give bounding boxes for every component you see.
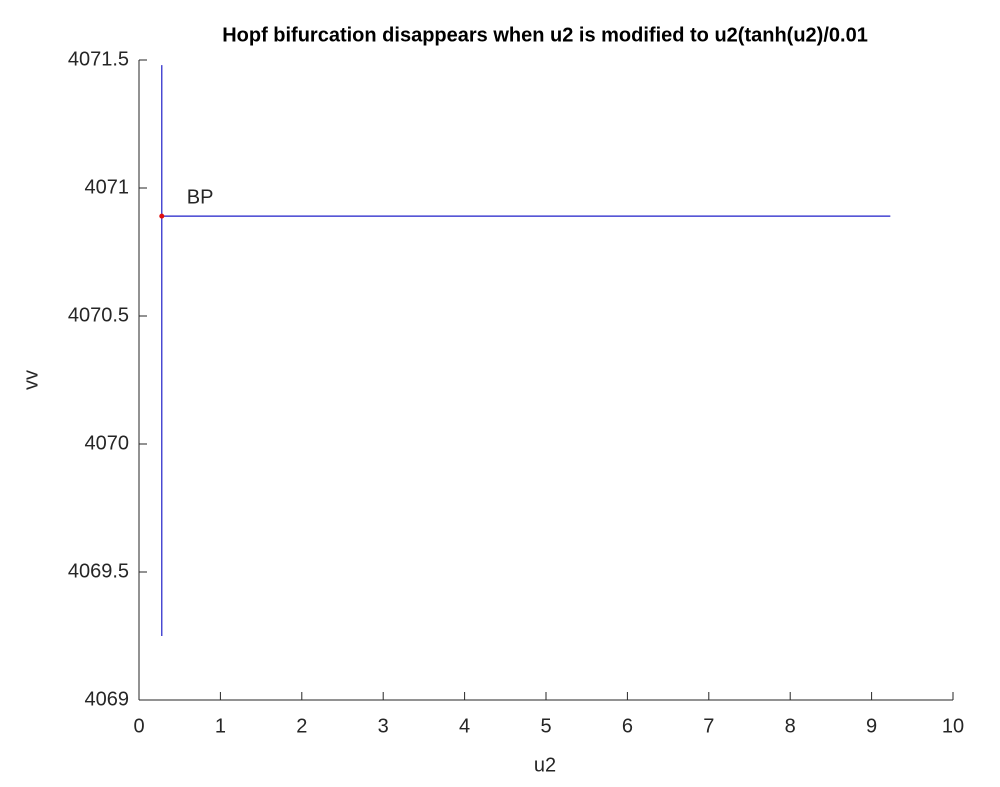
- y-tick-label: 4071: [85, 176, 130, 198]
- special-point: [159, 213, 165, 219]
- x-tick-label: 4: [459, 715, 470, 737]
- point-label: BP: [187, 186, 214, 208]
- x-tick-label: 3: [378, 715, 389, 737]
- x-tick-label: 0: [133, 715, 144, 737]
- x-tick-label: 8: [785, 715, 796, 737]
- x-axis-label: u2: [534, 754, 556, 776]
- x-tick-label: 2: [296, 715, 307, 737]
- y-tick-label: 4069: [85, 688, 130, 710]
- y-tick-label: 4070: [85, 432, 130, 454]
- x-tick-label: 1: [215, 715, 226, 737]
- chart-title: Hopf bifurcation disappears when u2 is m…: [222, 24, 868, 46]
- x-tick-label: 9: [866, 715, 877, 737]
- y-tick-label: 4071.5: [68, 48, 129, 70]
- y-axis-label: vv: [20, 370, 42, 390]
- x-tick-label: 6: [622, 715, 633, 737]
- x-tick-label: 5: [540, 715, 551, 737]
- y-tick-label: 4069.5: [68, 560, 129, 582]
- y-tick-label: 4070.5: [68, 304, 129, 326]
- x-tick-label: 7: [703, 715, 714, 737]
- x-tick-label: 10: [942, 715, 964, 737]
